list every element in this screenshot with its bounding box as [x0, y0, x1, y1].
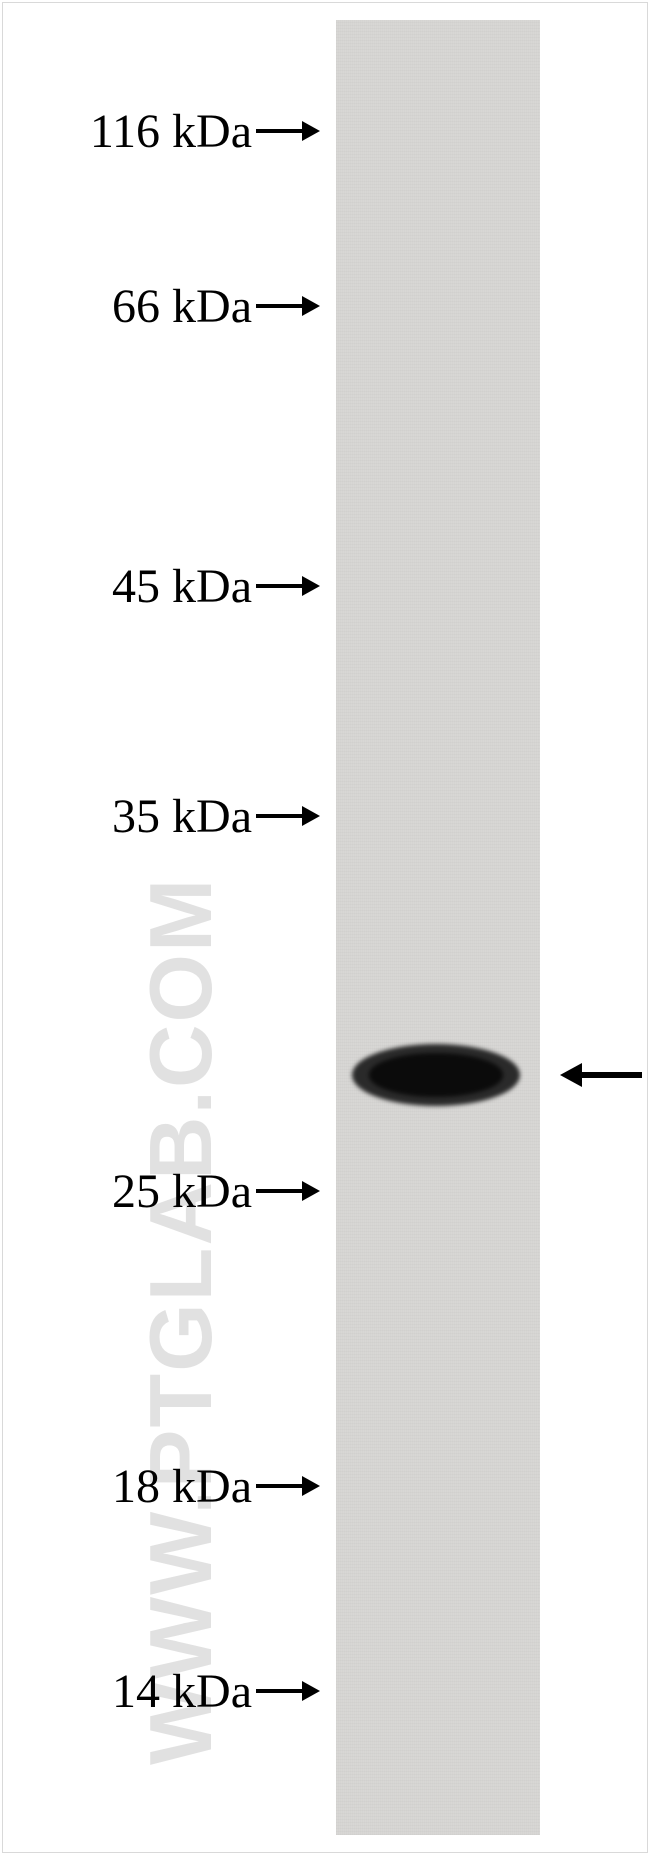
arrow-right-icon [302, 121, 320, 141]
arrow-right-icon [302, 1476, 320, 1496]
arrow-right-icon [302, 806, 320, 826]
mw-marker: 14 kDa [112, 1664, 320, 1719]
mw-marker-label: 45 kDa [112, 559, 252, 614]
arrow-line-icon [256, 129, 302, 133]
mw-marker: 25 kDa [112, 1164, 320, 1219]
mw-marker-label: 116 kDa [90, 104, 252, 159]
arrow-line-icon [256, 1189, 302, 1193]
mw-marker: 18 kDa [112, 1459, 320, 1514]
mw-marker: 66 kDa [112, 279, 320, 334]
arrow-left-icon [560, 1063, 582, 1087]
arrow-line-icon [256, 584, 302, 588]
mw-marker: 35 kDa [112, 789, 320, 844]
blot-band [352, 1044, 520, 1106]
arrow-line-icon [256, 304, 302, 308]
figure-border [2, 2, 648, 1853]
arrow-line-icon [256, 1689, 302, 1693]
arrow-line-icon [582, 1072, 642, 1078]
band-indicator-arrow [560, 1063, 642, 1087]
arrow-line-icon [256, 1484, 302, 1488]
mw-marker: 116 kDa [90, 104, 320, 159]
arrow-right-icon [302, 1181, 320, 1201]
mw-marker-label: 25 kDa [112, 1164, 252, 1219]
lane-noise-overlay [336, 20, 540, 1835]
mw-marker-label: 14 kDa [112, 1664, 252, 1719]
arrow-line-icon [256, 814, 302, 818]
arrow-right-icon [302, 1681, 320, 1701]
mw-marker-label: 35 kDa [112, 789, 252, 844]
mw-marker: 45 kDa [112, 559, 320, 614]
blot-lane [336, 20, 540, 1835]
arrow-right-icon [302, 296, 320, 316]
watermark-text: WWW.PTGLAB.COM [130, 205, 232, 1765]
mw-marker-label: 66 kDa [112, 279, 252, 334]
arrow-right-icon [302, 576, 320, 596]
blot-band-core [369, 1053, 503, 1096]
mw-marker-label: 18 kDa [112, 1459, 252, 1514]
blot-figure: WWW.PTGLAB.COM 116 kDa 66 kDa 45 kDa 35 kDa… [0, 0, 650, 1855]
